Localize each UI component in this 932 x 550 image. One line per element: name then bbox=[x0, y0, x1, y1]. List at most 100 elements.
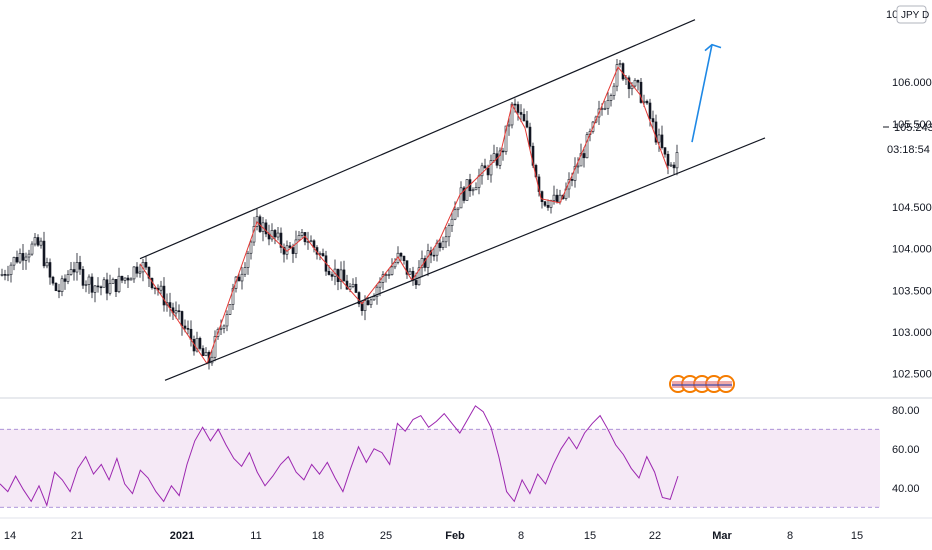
candle bbox=[246, 250, 250, 275]
candle bbox=[390, 258, 394, 276]
candle bbox=[12, 256, 16, 271]
candle bbox=[213, 330, 217, 362]
candle bbox=[432, 247, 436, 261]
candle bbox=[330, 271, 334, 281]
candle bbox=[144, 255, 148, 270]
candle bbox=[639, 78, 643, 104]
candle bbox=[339, 261, 343, 290]
candle bbox=[210, 349, 214, 366]
candle bbox=[81, 266, 85, 289]
candle bbox=[300, 229, 304, 238]
candle bbox=[444, 227, 448, 249]
candle bbox=[420, 250, 424, 278]
candle bbox=[507, 116, 511, 136]
time-tick-label: 14 bbox=[4, 530, 16, 542]
candle bbox=[555, 188, 559, 204]
channel-lower-line[interactable] bbox=[164, 137, 766, 381]
candle bbox=[120, 275, 124, 284]
candle bbox=[417, 260, 421, 286]
price-tick-label: 104.500 bbox=[892, 202, 932, 214]
candle bbox=[102, 277, 106, 288]
time-tick-label: 15 bbox=[851, 530, 863, 542]
candle bbox=[288, 241, 292, 249]
candle bbox=[309, 235, 313, 243]
candle bbox=[474, 182, 478, 191]
time-tick-label: 22 bbox=[649, 530, 661, 542]
candle bbox=[150, 277, 154, 290]
candle bbox=[465, 179, 469, 201]
candle bbox=[222, 324, 226, 334]
candle bbox=[498, 147, 502, 170]
time-tick-label: Feb bbox=[445, 530, 465, 542]
candle bbox=[282, 243, 286, 263]
candle bbox=[369, 298, 373, 309]
candle bbox=[672, 162, 676, 175]
candle bbox=[42, 231, 46, 269]
candle bbox=[618, 60, 622, 68]
candle bbox=[189, 320, 193, 347]
candle bbox=[3, 269, 7, 281]
price-tick-label: 103.500 bbox=[892, 285, 932, 297]
candle bbox=[387, 268, 391, 279]
candle bbox=[606, 92, 610, 115]
last-price-label: 105.243 bbox=[894, 122, 932, 134]
candle bbox=[174, 301, 178, 319]
candle bbox=[198, 336, 202, 351]
candle bbox=[519, 104, 523, 122]
time-axis[interactable]: 14 21 2021 11 18 25 Feb 8 15 22 Mar 8 15 bbox=[4, 530, 863, 542]
time-tick-label: 2021 bbox=[170, 530, 194, 542]
rsi-tick-label: 80.00 bbox=[892, 405, 920, 417]
candle bbox=[408, 268, 412, 275]
candle bbox=[66, 270, 70, 285]
candle bbox=[669, 162, 673, 168]
candle bbox=[90, 273, 94, 299]
candle bbox=[573, 157, 577, 188]
candle bbox=[114, 279, 118, 298]
candle bbox=[69, 262, 73, 276]
candle bbox=[33, 233, 37, 247]
candle bbox=[477, 168, 481, 195]
projection-arrow[interactable] bbox=[691, 44, 713, 143]
candles bbox=[0, 59, 679, 370]
price-axis bbox=[880, 0, 932, 550]
candle bbox=[582, 147, 586, 168]
swing-path-line[interactable] bbox=[139, 66, 669, 365]
candle bbox=[393, 258, 397, 270]
candle bbox=[177, 304, 181, 320]
price-ticks: 106.000 105.500 104.500 104.000 103.500 103.0… bbox=[892, 77, 932, 381]
symbol-badge[interactable]: JPY D bbox=[896, 5, 929, 24]
candle bbox=[405, 260, 409, 279]
candle bbox=[576, 157, 580, 174]
candle bbox=[663, 147, 667, 158]
candle bbox=[336, 268, 340, 291]
time-tick-label: Mar bbox=[712, 530, 732, 542]
candle bbox=[522, 108, 526, 122]
price-tick-label: 104.000 bbox=[892, 244, 932, 256]
candle bbox=[123, 277, 127, 284]
channel-upper-line[interactable] bbox=[139, 19, 696, 260]
candle bbox=[384, 272, 388, 283]
candle bbox=[651, 110, 655, 129]
candle bbox=[612, 83, 616, 100]
candle bbox=[153, 287, 157, 295]
candle bbox=[27, 249, 31, 263]
candle bbox=[57, 283, 61, 299]
candle bbox=[48, 258, 52, 285]
candle bbox=[462, 186, 466, 204]
economic-events[interactable] bbox=[669, 375, 735, 393]
candle bbox=[18, 248, 22, 264]
rsi-tick-label: 40.00 bbox=[892, 483, 920, 495]
candle bbox=[39, 237, 43, 249]
candle bbox=[342, 260, 346, 282]
candle bbox=[60, 275, 64, 297]
rsi-line bbox=[0, 405, 679, 507]
candle bbox=[264, 219, 268, 238]
time-tick-label: 21 bbox=[71, 530, 83, 542]
candle bbox=[243, 262, 247, 278]
candle bbox=[132, 266, 136, 283]
candle bbox=[429, 246, 433, 264]
candle bbox=[372, 293, 376, 301]
candle bbox=[117, 267, 121, 294]
candle bbox=[162, 277, 166, 312]
